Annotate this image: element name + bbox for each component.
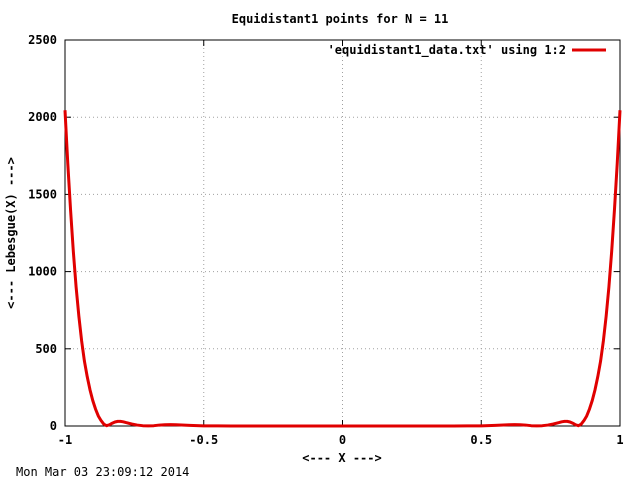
y-tick-label: 1000 xyxy=(28,265,57,279)
timestamp: Mon Mar 03 23:09:12 2014 xyxy=(16,465,189,479)
x-tick-label: 1 xyxy=(616,433,623,447)
legend-label: 'equidistant1_data.txt' using 1:2 xyxy=(328,43,566,58)
x-tick-label: 0.5 xyxy=(470,433,492,447)
x-axis-label: <--- X ---> xyxy=(302,451,381,465)
y-tick-label: 2500 xyxy=(28,33,57,47)
series-line xyxy=(63,110,622,428)
axis-ticks: -1 -0.5 0 0.5 1 0 500 1000 1500 2000 2500 xyxy=(28,33,624,447)
x-tick-label: -0.5 xyxy=(189,433,218,447)
y-tick-label: 2000 xyxy=(28,110,57,124)
chart-title: Equidistant1 points for N = 11 xyxy=(232,12,449,26)
x-tick-label: -1 xyxy=(58,433,72,447)
y-axis-label: <--- Lebesgue(X) ---> xyxy=(4,157,18,309)
y-tick-label: 0 xyxy=(50,419,57,433)
legend: 'equidistant1_data.txt' using 1:2 xyxy=(328,43,606,58)
x-tick-label: 0 xyxy=(339,433,346,447)
y-tick-label: 500 xyxy=(35,342,57,356)
series-layer xyxy=(63,110,622,428)
y-tick-label: 1500 xyxy=(28,187,57,201)
grid xyxy=(65,40,620,426)
